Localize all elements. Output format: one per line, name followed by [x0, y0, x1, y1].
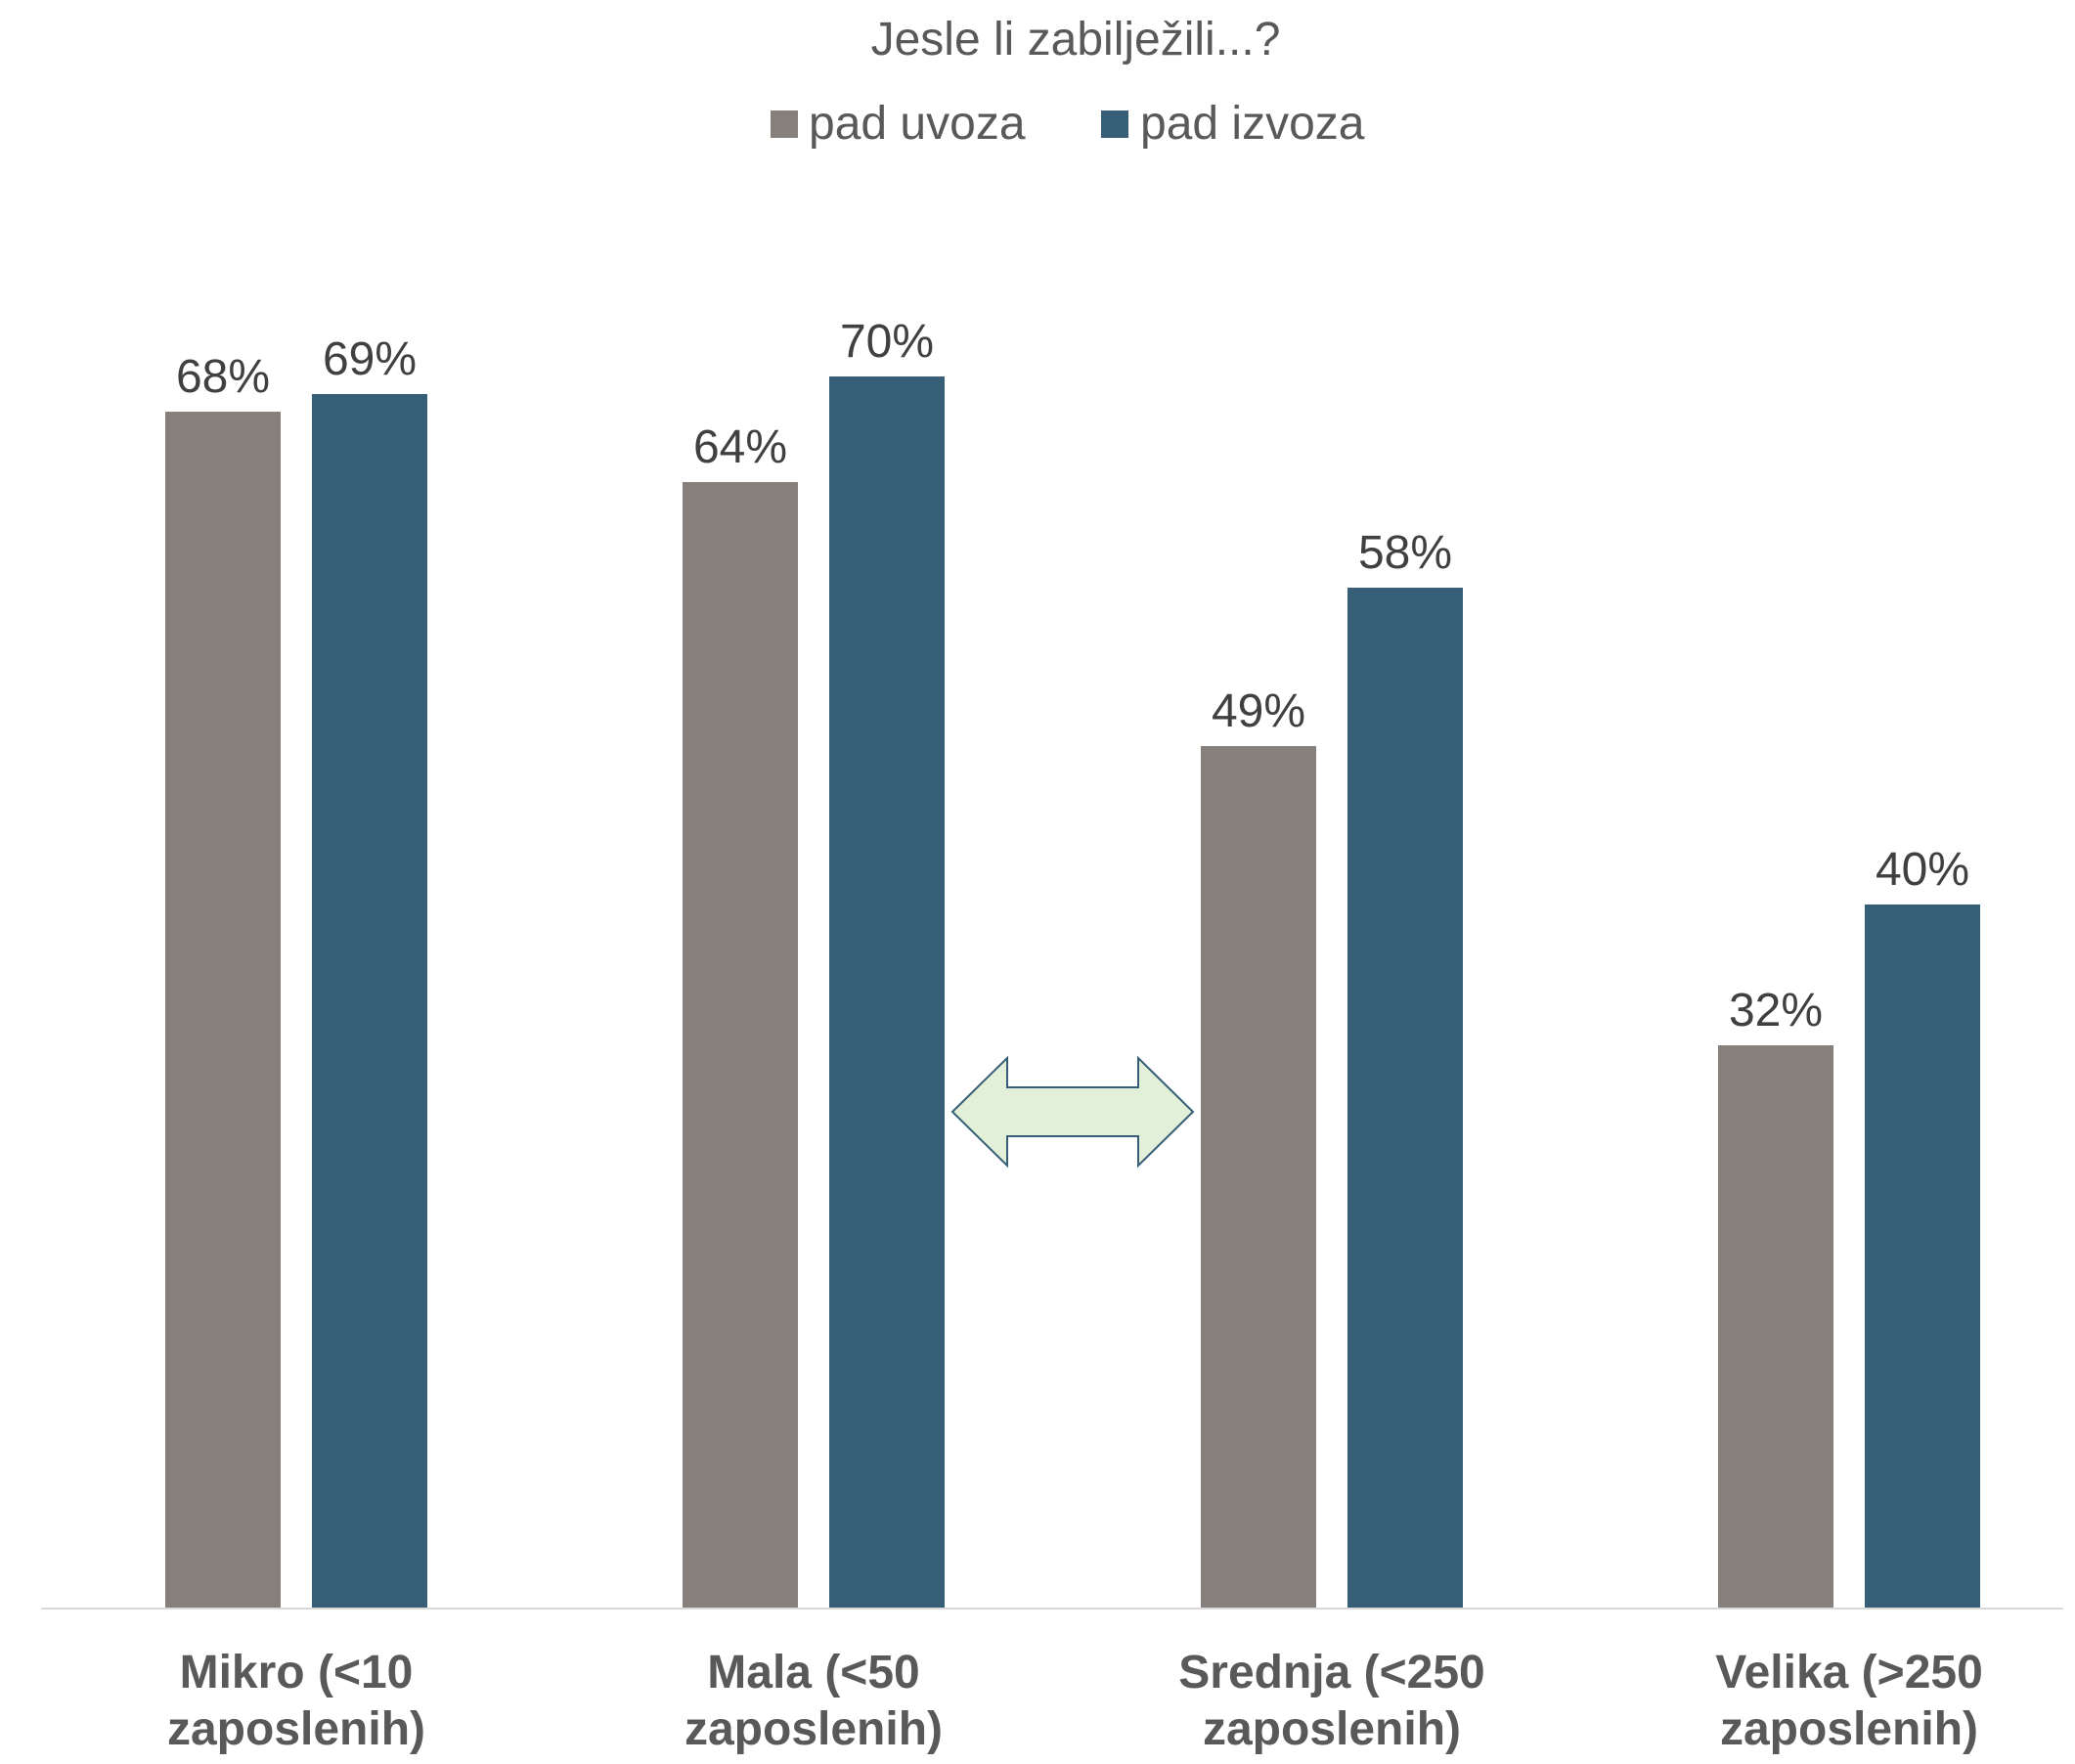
data-label-pad-uvoza-1: 64% — [693, 421, 787, 473]
category-label-2: Srednja (<250 zaposlenih) — [1178, 1647, 1485, 1755]
bar-pad-izvoza-0 — [312, 394, 427, 1609]
legend: pad uvoza pad izvoza — [771, 98, 1365, 150]
data-label-pad-izvoza-2: 58% — [1358, 527, 1452, 579]
data-label-pad-uvoza-3: 32% — [1729, 985, 1823, 1036]
category-label-1: Mala (<50 zaposlenih) — [684, 1647, 943, 1755]
category-label-line: zaposlenih) — [1203, 1703, 1461, 1755]
bar-pad-izvoza-1 — [829, 376, 945, 1609]
category-label-0: Mikro (<10 zaposlenih) — [167, 1647, 425, 1755]
legend-swatch-pad-uvoza — [771, 110, 798, 138]
bars-group — [165, 376, 1980, 1609]
data-label-pad-izvoza-1: 70% — [840, 316, 934, 368]
legend-item-pad-uvoza: pad uvoza — [771, 98, 1026, 150]
data-label-pad-izvoza-3: 40% — [1876, 844, 1969, 896]
category-label-line: Mala (<50 — [707, 1647, 919, 1698]
chart-title: Jesle li zabilježili...? — [871, 14, 1281, 66]
bar-labels-group: 68% 64% 49% 32% 69% 70% 58% 40% — [176, 316, 1969, 1036]
category-label-line: zaposlenih) — [1720, 1703, 1978, 1755]
legend-label-pad-uvoza: pad uvoza — [809, 98, 1026, 150]
data-label-pad-izvoza-0: 69% — [323, 333, 417, 385]
category-labels-group: Mikro (<10 zaposlenih)Mala (<50 zaposlenih… — [167, 1647, 1983, 1755]
legend-label-pad-izvoza: pad izvoza — [1140, 98, 1365, 150]
category-label-line: Mikro (<10 — [180, 1647, 414, 1698]
bar-pad-uvoza-3 — [1718, 1045, 1833, 1609]
category-label-3: Velika (>250 zaposlenih) — [1715, 1647, 1983, 1755]
category-label-line: zaposlenih) — [167, 1703, 425, 1755]
legend-item-pad-izvoza: pad izvoza — [1101, 98, 1365, 150]
data-label-pad-uvoza-2: 49% — [1212, 685, 1305, 737]
bar-pad-uvoza-2 — [1201, 746, 1316, 1609]
bar-pad-uvoza-0 — [165, 412, 281, 1609]
bar-pad-izvoza-2 — [1347, 588, 1463, 1609]
bar-pad-uvoza-1 — [683, 482, 798, 1609]
legend-swatch-pad-izvoza — [1101, 110, 1128, 138]
category-label-line: Srednja (<250 — [1178, 1647, 1485, 1698]
double-arrow-annotation — [950, 1055, 1195, 1169]
bar-pad-izvoza-3 — [1865, 904, 1980, 1609]
category-label-line: zaposlenih) — [684, 1703, 943, 1755]
data-label-pad-uvoza-0: 68% — [176, 351, 270, 403]
category-label-line: Velika (>250 — [1715, 1647, 1983, 1698]
